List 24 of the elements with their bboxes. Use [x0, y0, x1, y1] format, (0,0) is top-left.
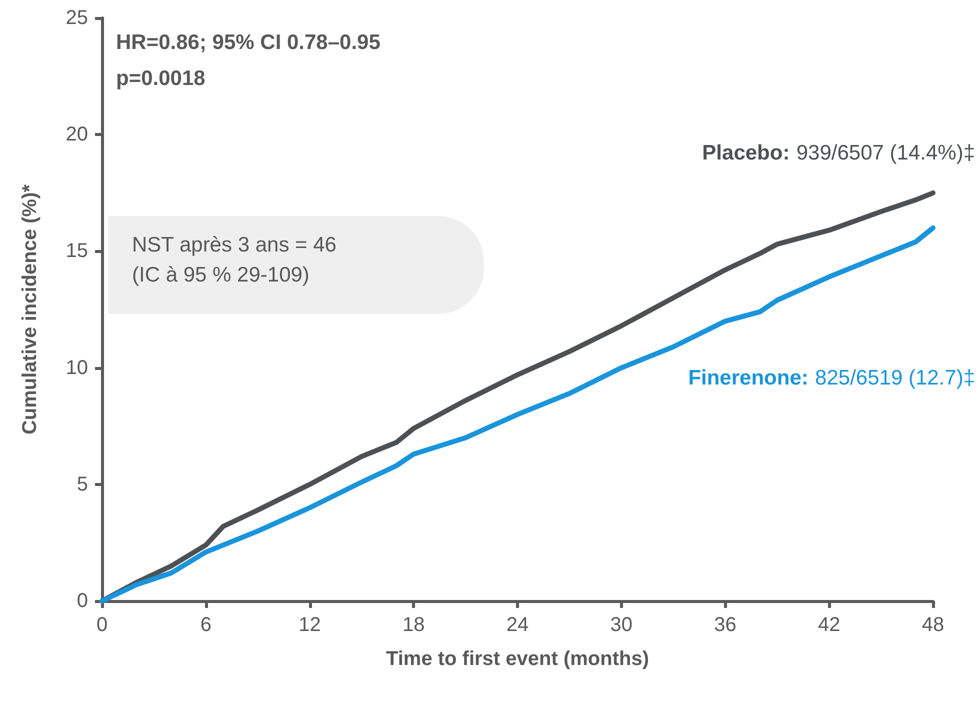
y-tick-label: 15 — [66, 240, 88, 262]
y-tick-label: 0 — [76, 590, 88, 612]
y-tick-label: 10 — [66, 356, 88, 379]
annotation: p=0.0018 — [116, 67, 206, 90]
x-tick-label: 6 — [200, 614, 212, 636]
annotation: HR=0.86; 95% CI 0.78–0.95 — [116, 31, 381, 54]
series-label: Finerenone: — [688, 366, 808, 390]
y-tick-label: 20 — [66, 124, 88, 146]
x-tick-label: 42 — [818, 614, 840, 636]
annotation: 939/6507 (14.4%)‡ — [796, 141, 975, 164]
x-tick-label: 12 — [298, 614, 321, 636]
y-axis-title: Cumulative incidence (%)* — [19, 184, 41, 435]
x-tick-label: 18 — [402, 614, 425, 636]
annotation: NST après 3 ans = 46 (IC à 95 % 29-109) — [132, 234, 336, 286]
x-tick-label: 0 — [96, 614, 108, 636]
x-tick-label: 30 — [610, 614, 632, 636]
x-axis-title: Time to first event (months) — [386, 648, 649, 670]
x-tick-label: 48 — [922, 614, 944, 636]
y-tick-label: 25 — [66, 7, 88, 29]
y-tick-label: 5 — [76, 473, 88, 496]
text: Placebo: — [702, 141, 790, 164]
x-tick-label: 36 — [714, 614, 736, 636]
x-tick-label: 24 — [506, 614, 529, 636]
annotation: 825/6519 (12.7)‡ — [815, 366, 975, 390]
